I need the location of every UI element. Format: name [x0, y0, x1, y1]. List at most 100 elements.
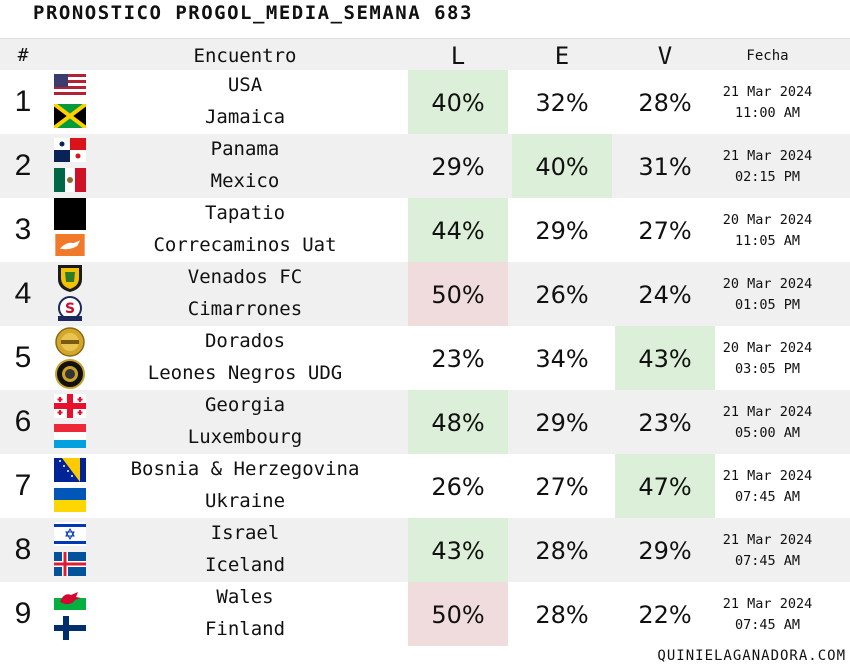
pct-visita: 31% — [638, 153, 692, 181]
away-team: Iceland — [204, 554, 286, 576]
row-number: 1 — [14, 85, 32, 118]
pct-local: 26% — [431, 473, 485, 501]
pct-local: 40% — [408, 70, 508, 134]
jamaica-flag-icon — [54, 104, 86, 128]
home-team: Wales — [216, 586, 274, 608]
pct-empate: 29% — [535, 409, 589, 437]
table-row: 4 S Venados FC Cimarrones 50% 26% 24% 20… — [0, 262, 850, 326]
luxembourg-flag-icon — [54, 424, 86, 448]
header-e: E — [554, 42, 570, 70]
page-title: PRONOSTICO PROGOL_MEDIA_SEMANA 683 — [33, 2, 473, 24]
date-time: 07:45 AM — [734, 489, 801, 505]
table-row: 2 Panama Mexico 29% 40% 31% 21 Mar 2024 … — [0, 134, 850, 198]
pct-empate: 27% — [535, 473, 589, 501]
pct-local: 29% — [431, 153, 485, 181]
header-encuentro: Encuentro — [193, 45, 297, 67]
pct-empate: 32% — [535, 89, 589, 117]
panama-flag-icon — [54, 138, 86, 162]
date-time: 07:45 AM — [734, 553, 801, 569]
header-l: L — [450, 42, 466, 70]
table-row: 6 Georgia Luxembourg 48% 29% 23% 21 Mar … — [0, 390, 850, 454]
home-team: Bosnia & Herzegovina — [130, 458, 360, 480]
date-time: 11:05 AM — [734, 233, 801, 249]
date-day: 21 Mar 2024 — [722, 468, 813, 484]
away-team: Finland — [204, 618, 286, 640]
row-number: 9 — [14, 597, 32, 630]
date-day: 20 Mar 2024 — [722, 212, 813, 228]
date-time: 05:00 AM — [734, 425, 801, 441]
ukraine-flag-icon — [54, 488, 86, 512]
pct-visita: 27% — [638, 217, 692, 245]
pct-empate: 28% — [535, 601, 589, 629]
pct-local: 23% — [431, 345, 485, 373]
row-number: 4 — [14, 277, 32, 310]
date-day: 21 Mar 2024 — [722, 404, 813, 420]
away-team: Luxembourg — [187, 426, 303, 448]
pct-local: 48% — [408, 390, 508, 454]
pct-local: 44% — [408, 198, 508, 262]
row-number: 8 — [14, 533, 32, 566]
away-team: Cimarrones — [187, 298, 303, 320]
table-header: # Encuentro L E V Fecha — [0, 38, 850, 71]
pct-visita: 29% — [638, 537, 692, 565]
pct-local: 50% — [408, 262, 508, 326]
home-team: Georgia — [204, 394, 286, 416]
date-day: 20 Mar 2024 — [722, 276, 813, 292]
header-v: V — [657, 42, 673, 70]
georgia-flag-icon — [54, 394, 86, 418]
bosnia-flag-icon — [54, 458, 86, 482]
home-team: USA — [227, 74, 263, 96]
iceland-flag-icon — [54, 552, 86, 576]
home-team: Dorados — [204, 330, 286, 352]
away-team: Mexico — [210, 170, 280, 192]
pct-visita: 23% — [638, 409, 692, 437]
away-team: Leones Negros UDG — [147, 362, 343, 384]
pct-visita: 47% — [615, 454, 715, 518]
tapatio-logo-icon — [54, 198, 86, 230]
svg-text:S: S — [65, 301, 75, 317]
away-team: Jamaica — [204, 106, 286, 128]
table-row: 9 Wales Finland 50% 28% 22% 21 Mar 2024 … — [0, 582, 850, 646]
date-time: 02:15 PM — [734, 169, 801, 185]
date-day: 21 Mar 2024 — [722, 596, 813, 612]
correcaminos-logo-icon — [55, 234, 85, 256]
date-time: 11:00 AM — [734, 105, 801, 121]
pct-local: 50% — [408, 582, 508, 646]
table-row: 7 Bosnia & Herzegovina Ukraine 26% 27% 4… — [0, 454, 850, 518]
row-number: 7 — [14, 469, 32, 502]
pct-empate: 28% — [535, 537, 589, 565]
table-row: 5 Dorados Leones Negros UDG 23% 34% 43% … — [0, 326, 850, 390]
date-time: 03:05 PM — [734, 361, 801, 377]
home-team: Venados FC — [187, 266, 303, 288]
row-number: 5 — [14, 341, 32, 374]
row-number: 2 — [14, 149, 32, 182]
date-time: 01:05 PM — [734, 297, 801, 313]
date-day: 20 Mar 2024 — [722, 340, 813, 356]
pct-visita: 28% — [638, 89, 692, 117]
home-team: Tapatio — [204, 202, 286, 224]
date-time: 07:45 AM — [734, 617, 801, 633]
away-team: Ukraine — [204, 490, 286, 512]
row-number: 3 — [14, 213, 32, 246]
home-team: Panama — [210, 138, 280, 160]
dorados-logo-icon — [55, 327, 85, 357]
pct-empate: 34% — [535, 345, 589, 373]
pct-empate: 29% — [535, 217, 589, 245]
pct-local: 43% — [408, 518, 508, 582]
date-day: 21 Mar 2024 — [722, 532, 813, 548]
pct-empate: 26% — [535, 281, 589, 309]
leones-negros-logo-icon — [55, 359, 85, 389]
header-num: # — [17, 45, 29, 66]
venados-logo-icon — [58, 265, 82, 292]
pct-visita: 43% — [615, 326, 715, 390]
finland-flag-icon — [54, 616, 86, 640]
home-team: Israel — [210, 522, 280, 544]
wales-flag-icon — [54, 586, 86, 610]
israel-flag-icon — [54, 522, 86, 546]
row-number: 6 — [14, 405, 32, 438]
footer-site: QUINIELAGANADORA.COM — [657, 648, 846, 664]
cimarrones-logo-icon: S — [58, 296, 82, 321]
mexico-flag-icon — [54, 168, 86, 192]
date-day: 21 Mar 2024 — [722, 148, 813, 164]
table-row: 1 USA Jamaica 40% 32% 28% 21 Mar 2024 11… — [0, 70, 850, 134]
